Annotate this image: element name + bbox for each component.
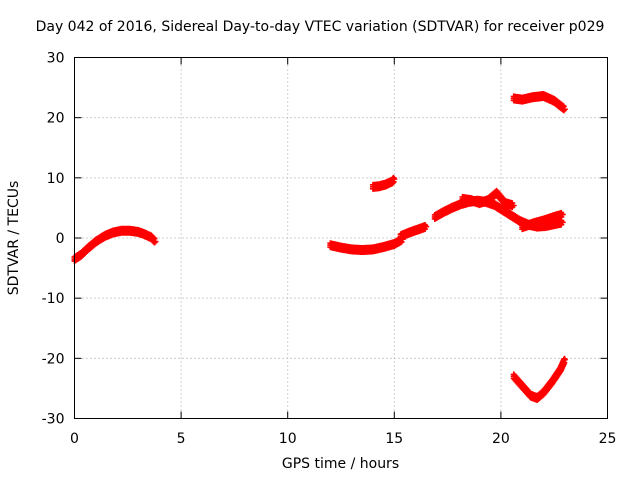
axis-ticks: 0 5 10 15 20 25 -30 -20 -10 0 10 20 30 — [42, 51, 617, 448]
x-axis-label: GPS time / hours — [281, 456, 400, 472]
series-arc-6 — [459, 187, 517, 211]
series-arc-9 — [510, 355, 568, 404]
y-tick-label: 30 — [47, 51, 65, 67]
series-band — [71, 225, 158, 265]
series-arc-4 — [397, 221, 430, 242]
series-band — [510, 355, 568, 404]
x-tick-label: 15 — [385, 431, 403, 447]
y-tick-label: -20 — [42, 351, 65, 367]
series-band — [369, 174, 397, 192]
series-band — [519, 209, 565, 233]
data-points — [71, 91, 568, 404]
series-arc-3 — [369, 174, 398, 192]
grid-lines — [74, 57, 608, 419]
y-tick-label: 10 — [47, 171, 65, 187]
series-band — [431, 195, 565, 232]
x-tick-label: 0 — [70, 431, 79, 447]
x-tick-label: 20 — [492, 431, 510, 447]
x-tick-label: 25 — [599, 431, 617, 447]
series-band — [510, 91, 567, 114]
y-tick-label: 20 — [47, 111, 65, 127]
series-arc-8 — [510, 91, 568, 114]
chart-title: Day 042 of 2016, Sidereal Day-to-day VTE… — [35, 19, 605, 35]
series-arc-2 — [327, 234, 406, 256]
y-tick-label: -30 — [42, 412, 65, 428]
y-tick-label: -10 — [42, 291, 65, 307]
series-band — [459, 187, 516, 211]
x-tick-label: 10 — [279, 431, 297, 447]
series-band — [397, 221, 429, 242]
series-arc-1 — [71, 225, 159, 265]
y-tick-label: 0 — [56, 231, 65, 247]
series-arc-7 — [519, 209, 566, 233]
x-tick-label: 5 — [177, 431, 186, 447]
series-band — [327, 234, 405, 256]
